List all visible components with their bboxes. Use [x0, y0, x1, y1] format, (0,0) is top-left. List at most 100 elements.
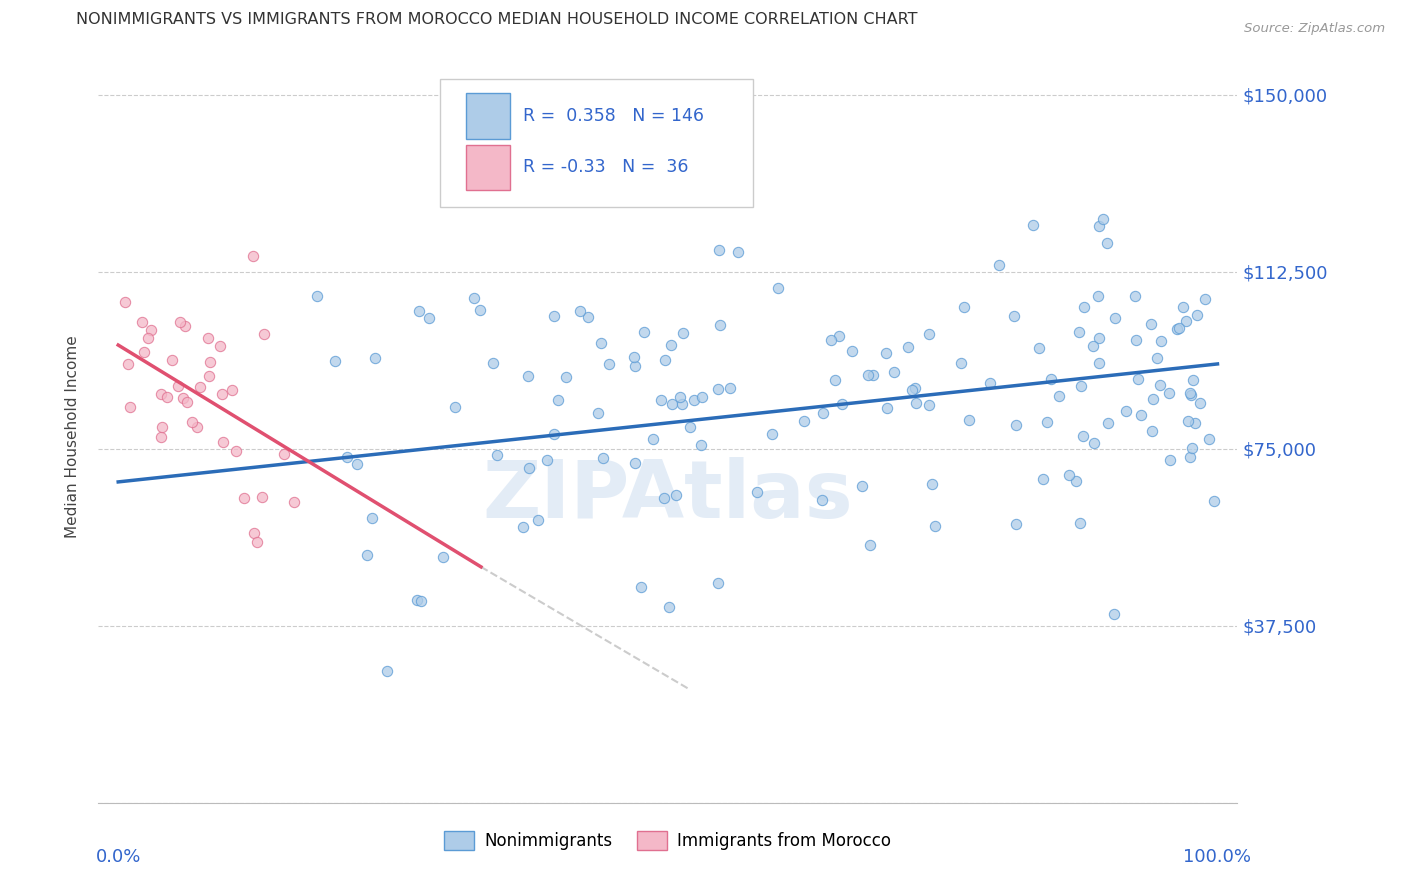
Point — [659, 338, 682, 352]
Point — [176, 395, 198, 409]
Point — [197, 331, 219, 345]
Point — [665, 488, 688, 502]
Point — [1126, 371, 1149, 385]
Text: NONIMMIGRANTS VS IMMIGRANTS FROM MOROCCO MEDIAN HOUSEHOLD INCOME CORRELATION CHA: NONIMMIGRANTS VS IMMIGRANTS FROM MOROCCO… — [76, 12, 917, 28]
Point — [918, 326, 941, 341]
Point — [633, 325, 655, 339]
Point — [283, 495, 305, 509]
Point — [212, 435, 235, 450]
Point — [1178, 386, 1201, 401]
Point — [150, 387, 173, 401]
Point — [139, 323, 162, 337]
Point — [1166, 321, 1188, 335]
Point — [851, 479, 873, 493]
Point — [211, 386, 233, 401]
Point — [690, 390, 713, 404]
Point — [896, 340, 918, 354]
Point — [624, 359, 647, 374]
Point — [470, 303, 492, 318]
Point — [1198, 432, 1220, 446]
Point — [250, 490, 273, 504]
Point — [375, 664, 398, 678]
Point — [1104, 310, 1126, 325]
Point — [1097, 416, 1119, 430]
Point — [831, 397, 853, 411]
Point — [150, 419, 173, 434]
Point — [1028, 341, 1050, 355]
Point — [1002, 309, 1025, 323]
Point — [668, 390, 690, 404]
Point — [174, 318, 197, 333]
Point — [138, 331, 160, 345]
Point — [652, 491, 675, 506]
Point — [918, 398, 941, 412]
Text: ZIPAtlas: ZIPAtlas — [482, 457, 853, 534]
Point — [360, 511, 382, 525]
Point — [418, 310, 440, 325]
Point — [569, 303, 592, 318]
Point — [1091, 212, 1114, 227]
Point — [1004, 517, 1026, 532]
Y-axis label: Median Household Income: Median Household Income — [65, 335, 80, 539]
Legend: Nonimmigrants, Immigrants from Morocco: Nonimmigrants, Immigrants from Morocco — [437, 824, 898, 856]
Point — [233, 491, 256, 505]
Point — [623, 350, 645, 364]
Point — [661, 397, 683, 411]
Point — [820, 333, 842, 347]
Point — [1149, 377, 1171, 392]
Point — [1177, 414, 1199, 428]
Point — [689, 437, 711, 451]
Point — [679, 419, 702, 434]
Point — [411, 593, 433, 607]
Point — [346, 457, 368, 471]
Point — [883, 366, 905, 380]
Point — [862, 368, 884, 382]
Point — [336, 450, 359, 464]
Point — [512, 519, 534, 533]
Point — [709, 318, 731, 332]
Point — [209, 339, 232, 353]
Point — [517, 461, 540, 475]
Point — [1184, 416, 1206, 430]
Point — [273, 447, 295, 461]
Point — [253, 327, 276, 342]
Point — [875, 346, 897, 360]
Point — [117, 357, 139, 371]
Point — [1032, 472, 1054, 486]
Point — [221, 384, 243, 398]
Point — [624, 456, 647, 470]
Point — [1167, 321, 1189, 335]
Point — [188, 380, 211, 394]
Point — [243, 525, 266, 540]
Point — [858, 538, 880, 552]
Point — [1173, 300, 1195, 314]
Point — [547, 393, 569, 408]
Point — [793, 414, 815, 428]
Point — [307, 289, 329, 303]
Point — [323, 353, 346, 368]
Point — [671, 397, 693, 411]
Point — [1047, 389, 1070, 403]
Point — [901, 383, 924, 397]
Point — [1140, 424, 1163, 438]
Point — [444, 400, 467, 414]
Point — [876, 401, 898, 415]
Point — [1180, 388, 1202, 402]
Point — [1040, 371, 1063, 385]
Point — [1095, 235, 1118, 250]
Point — [356, 548, 378, 562]
Point — [156, 390, 179, 404]
Point — [1071, 429, 1094, 443]
Point — [1157, 386, 1180, 401]
Point — [841, 343, 863, 358]
Point — [904, 381, 927, 395]
Point — [1159, 453, 1181, 467]
Point — [1083, 436, 1105, 450]
Point — [1202, 494, 1225, 508]
Text: Source: ZipAtlas.com: Source: ZipAtlas.com — [1244, 22, 1385, 36]
Point — [707, 383, 730, 397]
Point — [131, 316, 153, 330]
Point — [1069, 516, 1091, 531]
Point — [150, 430, 173, 444]
Point — [672, 326, 695, 340]
